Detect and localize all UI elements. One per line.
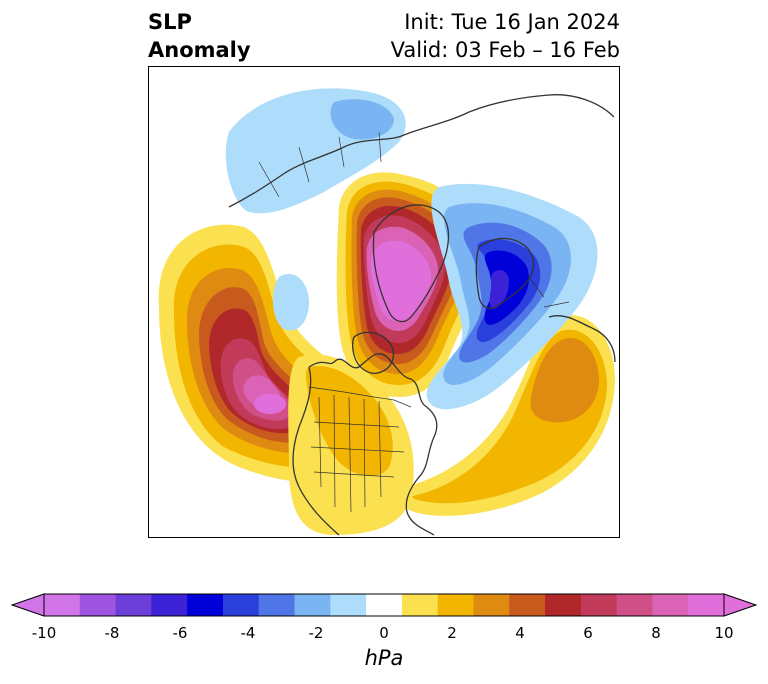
contour-pac-neg-2: [272, 273, 309, 331]
date-info: Init: Tue 16 Jan 2024 Valid: 03 Feb – 16…: [391, 8, 620, 64]
greenland-coast: [372, 204, 450, 323]
colorbar-tick-label: -4: [240, 624, 256, 642]
us-canada-border: [308, 386, 412, 408]
colorbar-tick-label: -8: [104, 624, 120, 642]
colorbar-segment: [330, 594, 367, 616]
colorbar-segment: [151, 594, 188, 616]
colorbar-tick-label: 8: [651, 624, 661, 642]
colorbar: [10, 593, 758, 617]
colorbar-segment: [366, 594, 403, 616]
anomaly-map: [158, 88, 616, 536]
colorbar-segment: [616, 594, 653, 616]
colorbar-tick-label: 10: [714, 624, 734, 642]
contour-sib-neg-4: [330, 99, 394, 140]
contour-atl-6: [530, 338, 599, 423]
colorbar-tick-label: 2: [447, 624, 457, 642]
colorbar-segment: [222, 594, 260, 616]
coastlines: [228, 94, 616, 536]
title-line-1: SLP: [148, 10, 192, 34]
colorbar-tick-label: 4: [515, 624, 525, 642]
political-borders: [258, 131, 590, 513]
colorbar-segment: [294, 594, 331, 616]
eurasia-coast: [228, 94, 615, 208]
colorbar-segment: [545, 594, 582, 616]
colorbar-extend-max: [723, 593, 758, 617]
colorbar-tick-label: 6: [583, 624, 593, 642]
atlantic-positive-anomaly: [288, 315, 615, 535]
colorbar-segment: [187, 594, 224, 616]
colorbar-segment: [44, 594, 81, 616]
init-date: Init: Tue 16 Jan 2024: [404, 10, 620, 34]
colorbar-unit: hPa: [364, 646, 404, 670]
colorbar-segment: [401, 594, 439, 616]
colorbar-segment: [79, 594, 117, 616]
colorbar-segment: [580, 594, 618, 616]
colorbar-ticks: -10 -8 -6 -4 -2 0 2 4 6 8 10: [0, 624, 768, 644]
hudson-bay-coast: [351, 331, 395, 374]
colorbar-segment: [258, 594, 296, 616]
colorbar-tick-label: -10: [31, 624, 57, 642]
colorbar-tick-label: 0: [379, 624, 389, 642]
colorbar-segment: [688, 594, 725, 616]
map-panel: [148, 66, 620, 538]
chart-title: SLP Anomaly: [148, 8, 251, 64]
us-state-lines-2: [310, 421, 405, 478]
russia-borders: [258, 131, 382, 198]
colorbar-segment: [473, 594, 510, 616]
us-state-lines-1: [318, 394, 382, 513]
europe-coast: [548, 315, 616, 363]
valid-range: Valid: 03 Feb – 16 Feb: [390, 38, 620, 62]
colorbar-segment: [509, 594, 546, 616]
colorbar-tick-label: -6: [172, 624, 188, 642]
scandinavia-coast: [475, 237, 535, 309]
contour-arc-16: [370, 240, 432, 321]
contour-natl-neg-12: [489, 270, 509, 309]
contour-pac-max: [254, 394, 286, 414]
colorbar-segment: [115, 594, 152, 616]
colorbar-segments: [10, 593, 758, 617]
north-america-coast: [292, 353, 438, 536]
colorbar-frame: [43, 593, 725, 617]
title-line-2: Anomaly: [148, 38, 251, 62]
colorbar-extend-min: [10, 593, 45, 617]
europe-borders: [528, 276, 590, 328]
colorbar-tick-label: -2: [308, 624, 324, 642]
negative-anomalies: [225, 88, 598, 410]
colorbar-segment: [652, 594, 689, 616]
colorbar-segment: [437, 594, 474, 616]
